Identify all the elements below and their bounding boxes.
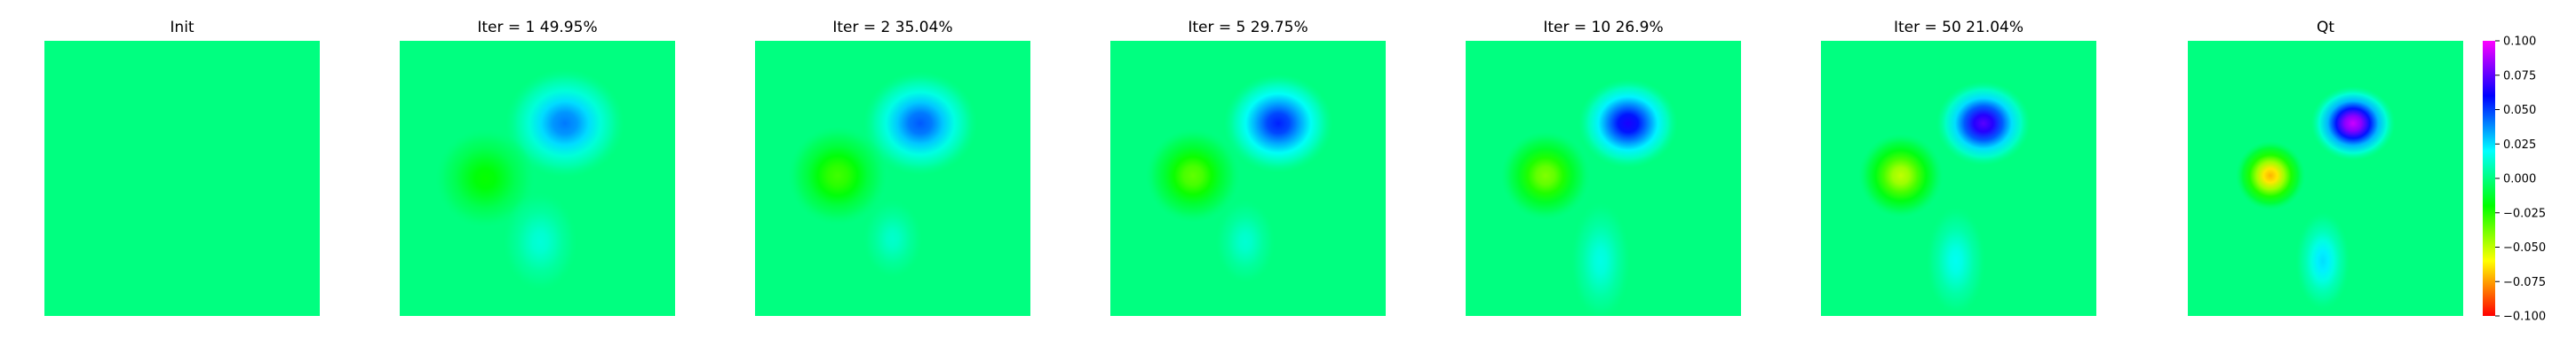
heatmap-anomaly-2 <box>1858 133 1944 218</box>
panel-6: Iter = 50 21.04% <box>1821 19 2096 316</box>
colorbar-tick-label: −0.100 <box>2503 311 2546 324</box>
heatmap-anomaly-2 <box>1145 128 1241 223</box>
colorbar-tick-label: 0.000 <box>2503 173 2536 186</box>
colorbar-tick-label: 0.050 <box>2503 104 2536 117</box>
heatmap-anomaly-1 <box>2310 86 2396 161</box>
panel-2: Iter = 1 49.95% <box>400 19 675 316</box>
colorbar-tick-label: 0.075 <box>2503 69 2536 83</box>
colorbar-tick-label: −0.025 <box>2503 207 2546 220</box>
heatmap-anomaly-3 <box>2295 211 2350 311</box>
heatmap-anomaly-3 <box>1215 199 1276 284</box>
heatmap-anomaly-2 <box>1500 130 1591 221</box>
heatmap-anomaly-1 <box>1223 74 1333 173</box>
panel-3: Iter = 2 35.04% <box>755 19 1030 316</box>
heatmap-anomaly-3 <box>1926 206 1986 316</box>
panel-title: Iter = 50 21.04% <box>1894 19 2023 36</box>
panel-4: Iter = 5 29.75% <box>1110 19 1386 316</box>
heatmap-panels: Init Iter = 1 49.95% Iter = 2 35.04% Iter =… <box>44 19 2463 316</box>
heatmap-anomaly-3 <box>863 199 923 279</box>
panel-title: Qt <box>2317 19 2334 36</box>
panel-1: Init <box>44 19 320 316</box>
heatmap-anomaly-3 <box>1570 201 1631 316</box>
heatmap-anomaly-3 <box>503 192 577 292</box>
heatmap-anomaly-2 <box>788 126 887 225</box>
colorbar-tick-label: 0.025 <box>2503 138 2536 152</box>
heatmap-anomaly-2 <box>435 129 535 228</box>
panel-title: Iter = 1 49.95% <box>477 19 597 36</box>
heatmap-background <box>44 41 320 316</box>
panel-title: Iter = 10 26.9% <box>1543 19 1663 36</box>
panel-7: Qt <box>2188 19 2463 316</box>
colorbar-scale <box>2483 41 2495 316</box>
colorbar-tick-label: 0.100 <box>2503 36 2536 49</box>
panel-5: Iter = 10 26.9% <box>1466 19 1741 316</box>
heatmap-anomaly-1 <box>1936 81 2031 166</box>
colorbar: 0.100 0.075 0.050 0.025 0.000 −0.025 −0.050 −0.… <box>2483 36 2546 324</box>
heatmap-anomaly-1 <box>505 68 624 178</box>
colorbar-tick-label: −0.050 <box>2503 241 2546 255</box>
panel-title: Init <box>170 19 195 36</box>
panel-title: Iter = 5 29.75% <box>1188 19 1308 36</box>
heatmap-anomaly-1 <box>1578 78 1678 169</box>
panel-title: Iter = 2 35.04% <box>832 19 952 36</box>
heatmap-anomaly-1 <box>863 71 978 176</box>
heatmap-anomaly-2 <box>2235 140 2306 210</box>
colorbar-tick-label: −0.075 <box>2503 276 2546 289</box>
